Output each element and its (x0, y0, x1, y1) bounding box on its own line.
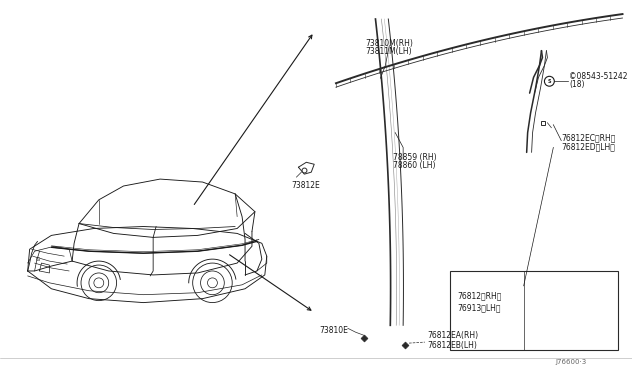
Text: J76600·3: J76600·3 (556, 359, 586, 365)
Text: G: G (35, 257, 40, 262)
Text: 78859 (RH): 78859 (RH) (393, 153, 437, 162)
Text: 76913〈LH〉: 76913〈LH〉 (458, 303, 501, 312)
Text: ©08543-51242: ©08543-51242 (569, 72, 628, 81)
Text: 73810M(RH): 73810M(RH) (365, 39, 413, 48)
Text: 78860 (LH): 78860 (LH) (393, 161, 436, 170)
Text: 73811M(LH): 73811M(LH) (365, 47, 412, 56)
Text: 76812〈RH〉: 76812〈RH〉 (458, 291, 502, 300)
Text: 76812EB(LH): 76812EB(LH) (427, 341, 477, 350)
Text: (18): (18) (569, 80, 585, 89)
Text: 73812E: 73812E (291, 182, 320, 190)
Text: 76812EA(RH): 76812EA(RH) (427, 331, 478, 340)
Bar (449, 271, 618, 350)
Text: 76812ED〈LH〉: 76812ED〈LH〉 (561, 142, 615, 151)
Text: 73810E: 73810E (319, 326, 348, 335)
Text: S: S (548, 79, 551, 84)
Text: 76812EC〈RH〉: 76812EC〈RH〉 (561, 133, 616, 142)
